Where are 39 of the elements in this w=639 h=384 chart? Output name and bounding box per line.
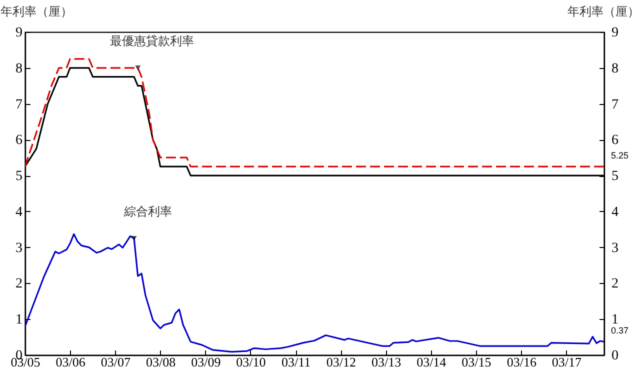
y-tick-label: 8 (16, 61, 22, 76)
x-tick-label: 03/14 (416, 354, 447, 370)
data-label: 5.25 (611, 150, 629, 161)
y2-tick-label: 6 (612, 133, 618, 148)
annotation: 綜合利率 (123, 204, 172, 218)
x-tick-label: 03/06 (56, 354, 86, 370)
y-tick-label: 4 (16, 204, 22, 220)
y-tick-label: 6 (16, 133, 22, 148)
line-series (25, 58, 604, 168)
y2-tick-label: 3 (612, 240, 618, 256)
y-tick-label: 9 (16, 26, 22, 40)
x-tick-label: 03/15 (462, 354, 492, 370)
y-axis-title: 年利率（厘） (0, 4, 72, 18)
x-tick-label: 03/08 (146, 354, 176, 370)
y-tick-label: 2 (16, 276, 22, 292)
x-tick-label: 03/09 (191, 354, 221, 370)
line-series (25, 233, 604, 353)
y2-tick-label: 7 (612, 97, 618, 112)
x-tick-label: 03/12 (326, 354, 356, 370)
x-tick-label: 03/17 (552, 354, 582, 370)
x-tick-label: 03/16 (506, 354, 537, 370)
y2-tick-label: 2 (612, 276, 618, 292)
x-tick-label: 03/11 (281, 354, 311, 370)
data-label: 0.37 (611, 326, 629, 336)
y2-tick-label: 9 (612, 26, 618, 40)
annotation: 最優惠貸款利率 (110, 34, 194, 48)
y2-tick-label: 1 (612, 312, 618, 328)
y2-tick-label: 0 (612, 348, 618, 364)
y-tick-label: 7 (16, 97, 22, 112)
y2-tick-label: 8 (612, 61, 618, 76)
y2-axis-title: 年利率（厘） (568, 4, 639, 18)
y-tick-label: 1 (16, 312, 22, 328)
x-tick-label: 03/13 (371, 354, 402, 370)
y-tick-label: 3 (16, 240, 22, 256)
y-tick-label: 5 (16, 169, 22, 184)
y2-tick-label: 4 (612, 204, 618, 220)
y2-tick-label: 5 (612, 169, 618, 184)
x-tick-label: 03/10 (236, 354, 266, 370)
x-tick-label: 03/07 (100, 354, 131, 370)
